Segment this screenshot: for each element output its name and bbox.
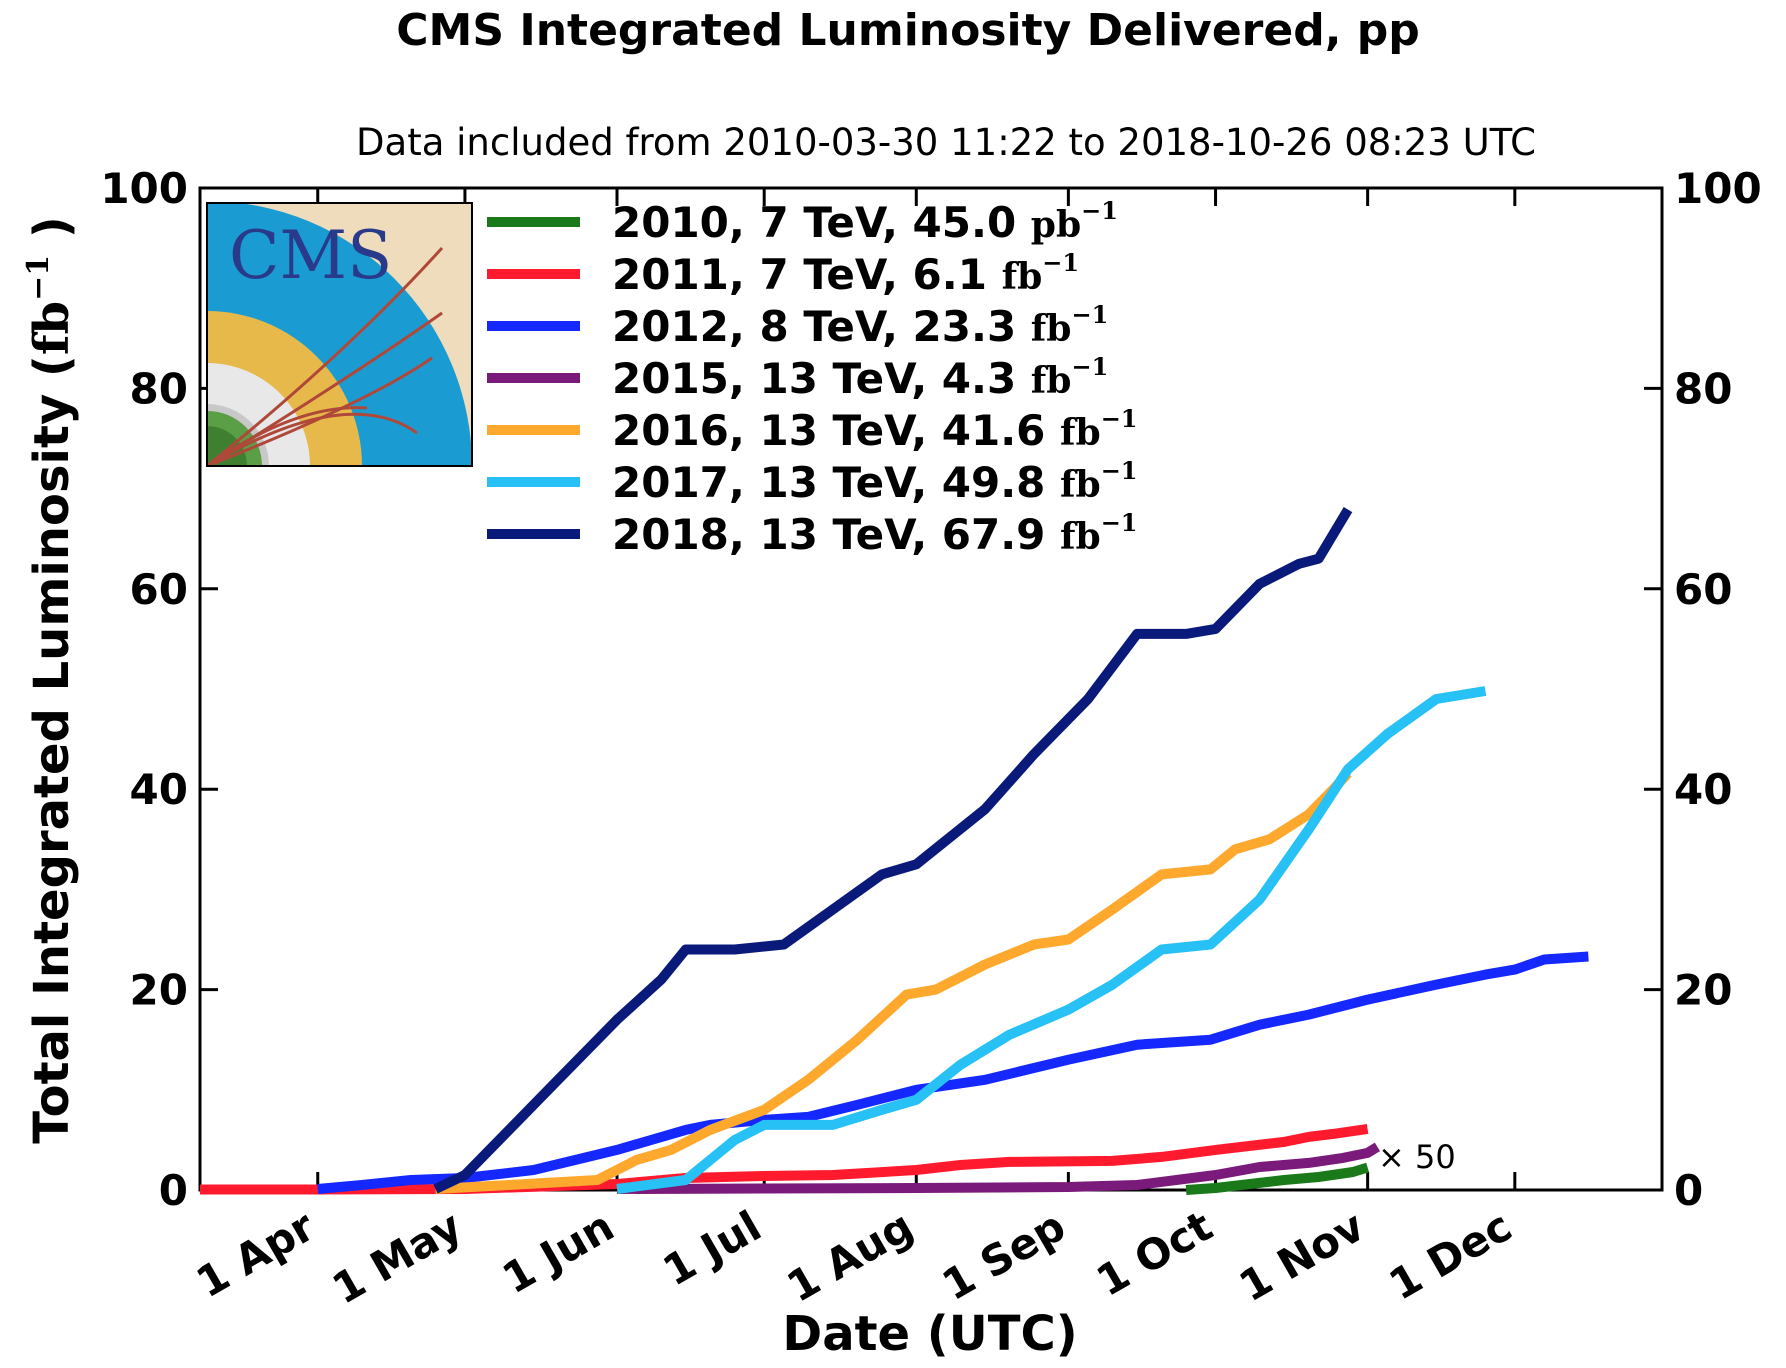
legend-label-4: 2016, 13 TeV, 41.6 fb−1	[612, 404, 1138, 455]
x-tick-label: 1 May	[324, 1201, 470, 1313]
cms-logo: CMS	[206, 202, 473, 467]
legend-label-3: 2015, 13 TeV, 4.3 fb−1	[612, 352, 1108, 403]
legend-name: 2012, 8 TeV, 23.3	[612, 302, 1031, 351]
y-tick-label-left: 0	[159, 1166, 188, 1215]
y-tick-label-left: 40	[130, 765, 188, 814]
legend-unit: fb	[1060, 464, 1101, 506]
scale-annotation: × 50	[1378, 1138, 1456, 1176]
x-tick-label: 1 Nov	[1231, 1201, 1373, 1311]
x-tick-label: 1 Dec	[1381, 1201, 1520, 1309]
x-tick-label: 1 Aug	[779, 1201, 922, 1312]
y-axis-unit-exp: −1	[21, 255, 56, 301]
legend-unit-exp: −1	[1101, 404, 1138, 433]
chart-title: CMS Integrated Luminosity Delivered, pp	[396, 5, 1420, 56]
series-line-3	[616, 1142, 1381, 1194]
x-tick-label: 1 Oct	[1088, 1201, 1220, 1306]
legend-name: 2010, 7 TeV, 45.0	[612, 198, 1031, 247]
legend-name: 2018, 13 TeV, 67.9	[612, 510, 1060, 559]
x-tick-label: 1 Apr	[188, 1201, 323, 1307]
legend-name: 2017, 13 TeV, 49.8	[612, 458, 1060, 507]
y-tick-label-left: 80	[130, 364, 188, 413]
legend-label-5: 2017, 13 TeV, 49.8 fb−1	[612, 456, 1138, 507]
legend-unit-exp: −1	[1071, 300, 1108, 329]
legend-unit: fb	[1060, 516, 1101, 558]
legend-unit-exp: −1	[1101, 508, 1138, 537]
legend-unit: fb	[1002, 256, 1043, 298]
series-line-0	[1185, 1162, 1370, 1195]
series-line-2	[317, 951, 1589, 1194]
y-axis-unit: fb	[24, 301, 80, 355]
chart-subtitle: Data included from 2010-03-30 11:22 to 2…	[356, 121, 1536, 164]
series-line-5	[616, 686, 1487, 1194]
y-axis-label-text: Total Integrated Luminosity	[24, 394, 80, 1144]
legend-unit-exp: −1	[1071, 352, 1108, 381]
y-tick-label-right: 40	[1674, 765, 1732, 814]
legend-unit: pb	[1031, 204, 1081, 246]
legend-label-1: 2011, 7 TeV, 6.1 fb−1	[612, 248, 1079, 299]
legend-label-6: 2018, 13 TeV, 67.9 fb−1	[612, 508, 1138, 559]
series-line-6	[433, 507, 1353, 1194]
legend-unit-exp: −1	[1042, 248, 1079, 277]
legend-name: 2016, 13 TeV, 41.6	[612, 406, 1060, 455]
y-tick-label-right: 20	[1674, 966, 1732, 1015]
cms-logo-text: CMS	[229, 217, 392, 294]
legend-unit: fb	[1060, 412, 1101, 454]
y-tick-label-right: 100	[1674, 164, 1762, 213]
x-tick-label: 1 Jun	[494, 1201, 622, 1303]
legend-unit: fb	[1031, 360, 1072, 402]
y-axis-label: Total Integrated Luminosity (fb−1 )	[21, 216, 80, 1144]
legend-label-0: 2010, 7 TeV, 45.0 pb−1	[612, 196, 1118, 247]
legend-unit-exp: −1	[1081, 196, 1118, 225]
y-tick-label-left: 100	[100, 164, 188, 213]
legend-name: 2015, 13 TeV, 4.3	[612, 354, 1031, 403]
y-tick-label-left: 60	[130, 565, 188, 614]
series-line-4	[435, 769, 1352, 1194]
y-tick-label-right: 60	[1674, 565, 1732, 614]
legend-unit: fb	[1031, 308, 1072, 350]
x-tick-label: 1 Jul	[655, 1201, 769, 1295]
series-layer	[200, 507, 1589, 1195]
y-tick-label-right: 80	[1674, 364, 1732, 413]
legend-unit-exp: −1	[1101, 456, 1138, 485]
legend-name: 2011, 7 TeV, 6.1	[612, 250, 1002, 299]
y-tick-label-left: 20	[130, 966, 188, 1015]
x-tick-label: 1 Sep	[934, 1201, 1073, 1310]
x-axis-label: Date (UTC)	[782, 1306, 1077, 1362]
legend-label-2: 2012, 8 TeV, 23.3 fb−1	[612, 300, 1108, 351]
y-tick-label-right: 0	[1674, 1166, 1703, 1215]
